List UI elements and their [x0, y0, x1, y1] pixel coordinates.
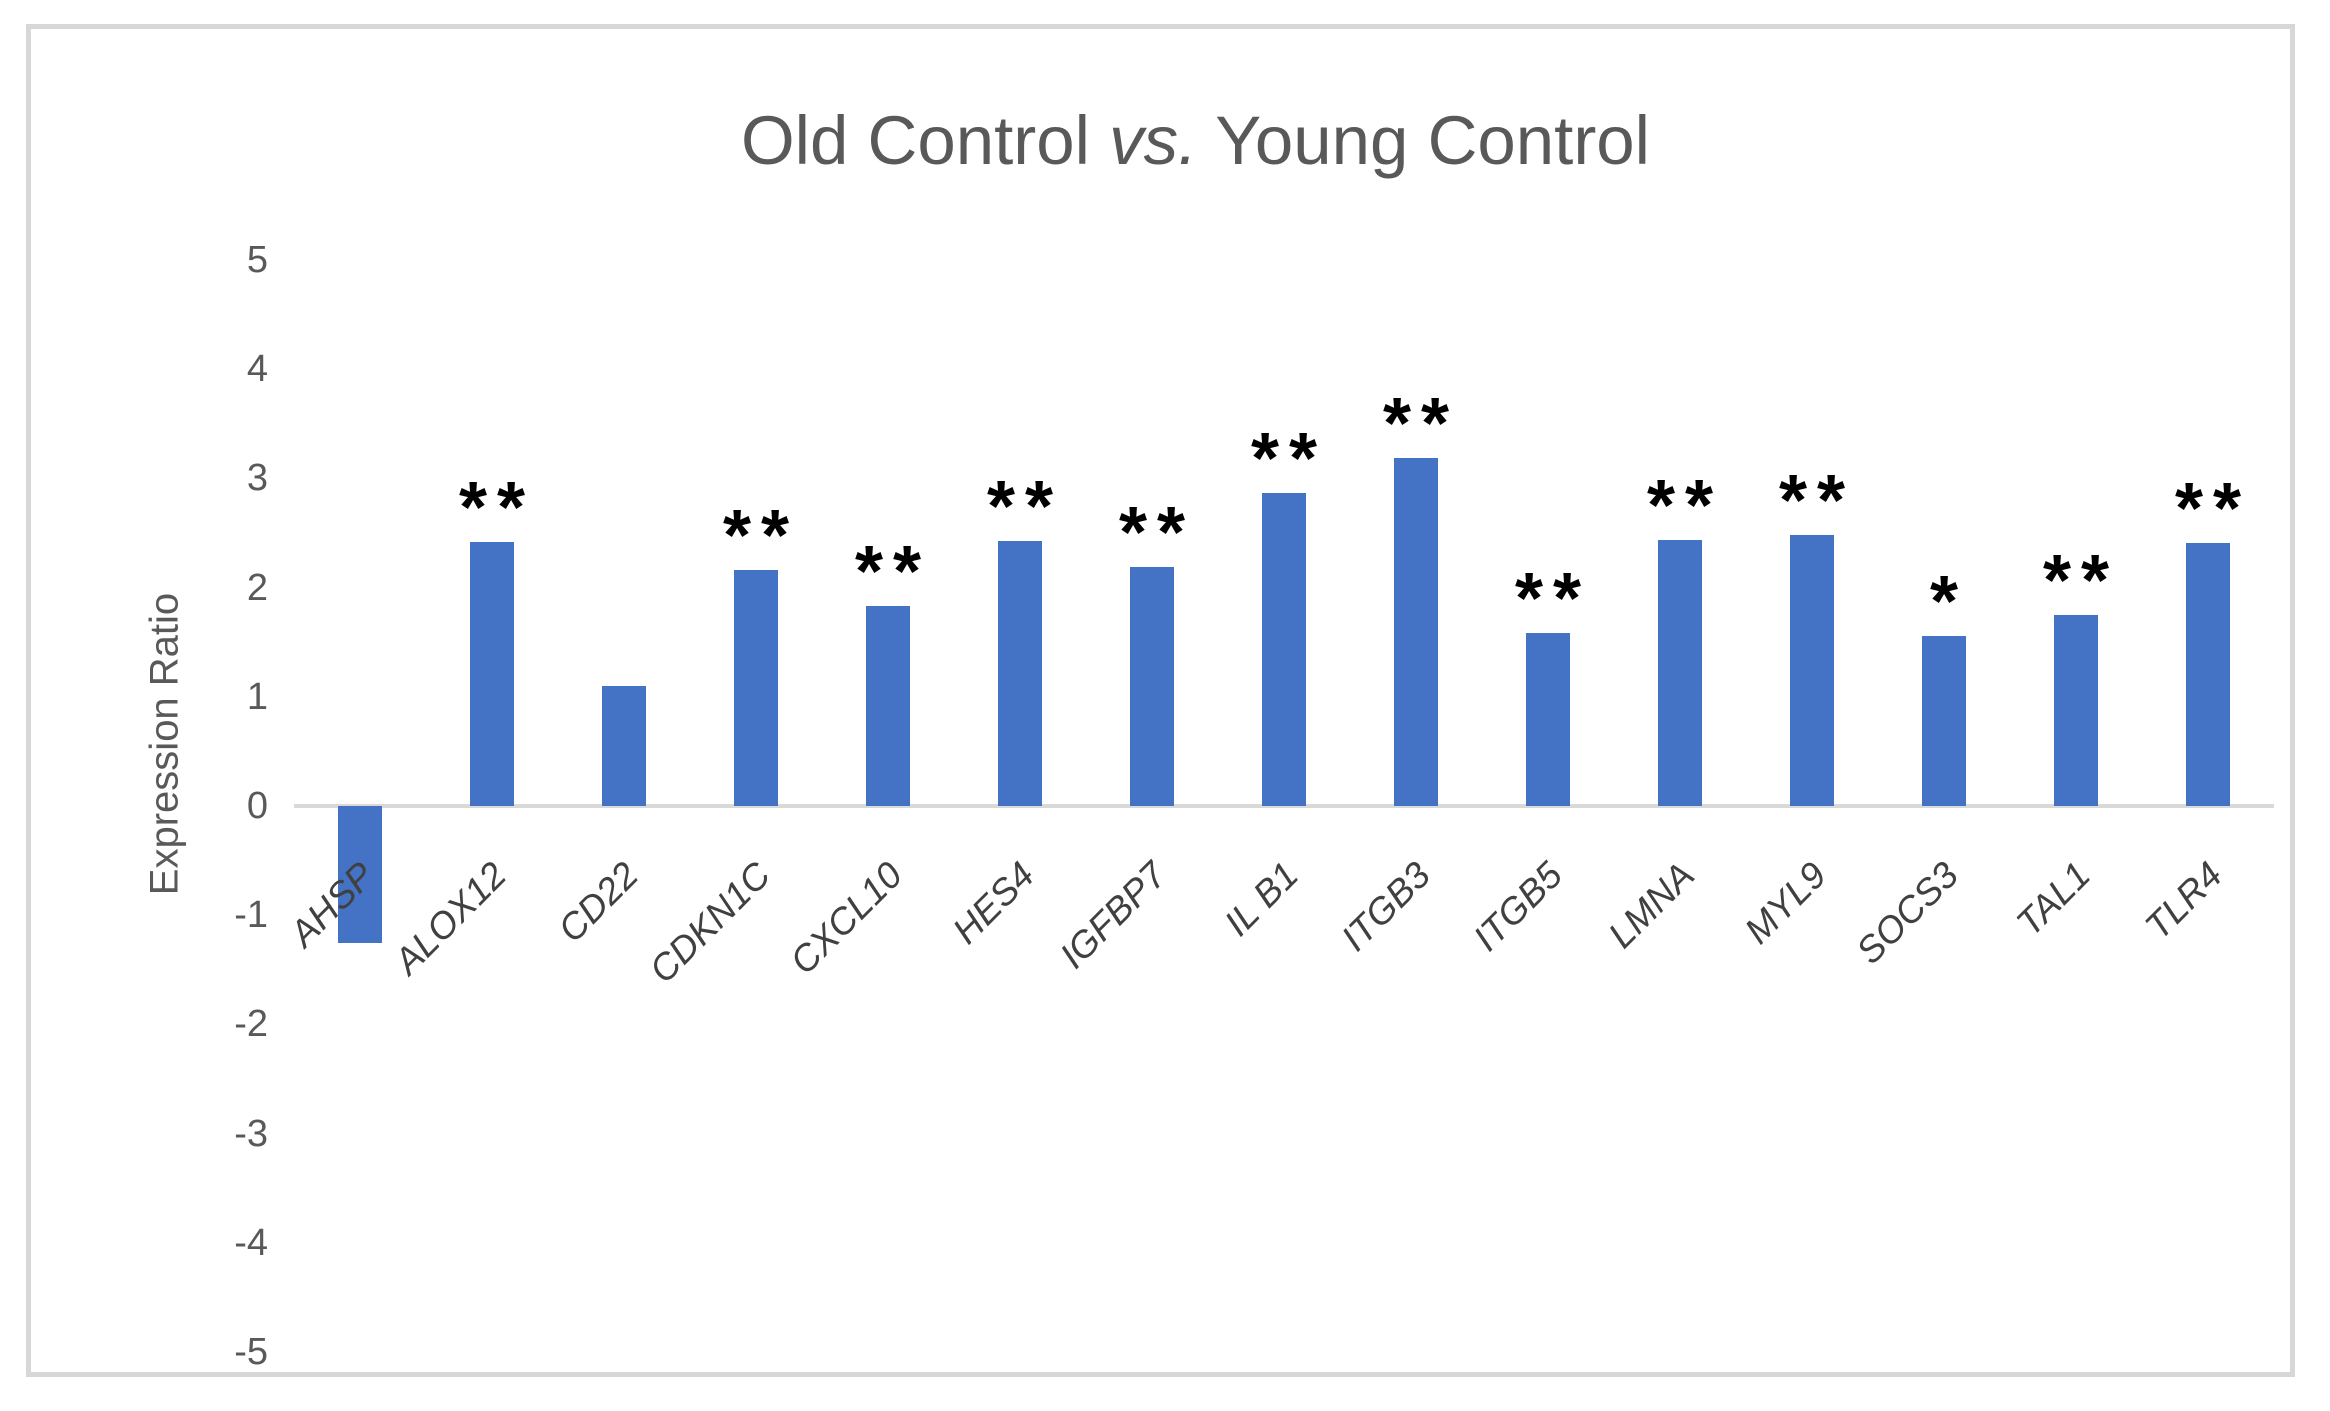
bar-ITGB5 — [1526, 633, 1570, 806]
y-tick-label: -3 — [234, 1112, 268, 1155]
significance-marker-IL B1: ** — [1250, 418, 1328, 499]
x-axis-label-CD22: CD22 — [550, 854, 647, 951]
bar-MYL9 — [1790, 535, 1834, 806]
y-tick-label: 1 — [246, 675, 268, 718]
bar-CD22 — [602, 685, 646, 806]
x-axis-label-IGFBP7: IGFBP7 — [1052, 854, 1175, 977]
significance-marker-ITGB3: ** — [1382, 383, 1460, 464]
y-tick-label: 5 — [246, 239, 268, 281]
x-axis-label-IL B1: IL B1 — [1216, 854, 1307, 944]
bar-CXCL10 — [866, 606, 910, 806]
significance-marker-LMNA: ** — [1646, 465, 1724, 546]
bar-ITGB3 — [1394, 457, 1438, 806]
bar-HES4 — [998, 540, 1042, 806]
bar-CDKN1C — [734, 570, 778, 806]
bar-AHSP — [338, 806, 382, 943]
bar-IL B1 — [1262, 492, 1306, 806]
y-tick-label: -5 — [234, 1331, 268, 1373]
significance-marker-CDKN1C: ** — [722, 496, 800, 577]
significance-marker-SOCS3: * — [1929, 561, 1969, 642]
chart-title: Old Control vs. Young Control — [31, 103, 2290, 179]
plot-area: 5 4 3 2 1 0 -1 -2 -3 -4 -5 AHSP ** ALOX12 CD22 ** CDKN1C… — [31, 29, 2330, 1411]
bar-TLR4 — [2186, 542, 2230, 806]
x-axis-label-CXCL10: CXCL10 — [782, 854, 911, 983]
y-tick-label: 0 — [246, 785, 268, 827]
x-axis-label-TLR4: TLR4 — [2137, 854, 2231, 948]
bar-SOCS3 — [1922, 635, 1966, 806]
chart-frame: Old Control vs. Young Control Expression… — [26, 24, 2295, 1377]
x-axis-label-ITGB5: ITGB5 — [1465, 854, 1571, 959]
significance-marker-IGFBP7: ** — [1118, 492, 1196, 573]
y-tick-label: -2 — [234, 1003, 268, 1046]
x-axis-label-CDKN1C: CDKN1C — [641, 854, 779, 991]
bar-ALOX12 — [470, 541, 514, 806]
significance-marker-ALOX12: ** — [458, 467, 536, 548]
y-tick-label: 2 — [246, 566, 268, 609]
bar-LMNA — [1658, 539, 1702, 806]
significance-marker-ITGB5: ** — [1514, 559, 1592, 640]
x-axis-label-AHSP: AHSP — [281, 854, 383, 955]
x-axis-label-ITGB3: ITGB3 — [1333, 854, 1439, 959]
x-axis-label-SOCS3: SOCS3 — [1848, 854, 1967, 972]
x-axis-label-TAL1: TAL1 — [2008, 854, 2099, 944]
x-axis-line — [294, 804, 2274, 808]
x-axis-label-LMNA: LMNA — [1600, 854, 1703, 956]
chart-title-pre: Old Control — [740, 102, 1110, 179]
significance-marker-TAL1: ** — [2042, 540, 2120, 621]
significance-marker-CXCL10: ** — [854, 532, 932, 613]
bar-IGFBP7 — [1130, 566, 1174, 806]
chart-title-post: Young Control — [1197, 102, 1651, 179]
y-tick-label: -4 — [234, 1221, 268, 1264]
x-axis-label-HES4: HES4 — [944, 854, 1043, 952]
x-axis-label-MYL9: MYL9 — [1736, 854, 1835, 952]
x-axis-label-ALOX12: ALOX12 — [386, 854, 515, 983]
y-tick-label: -1 — [234, 894, 268, 937]
chart-title-italic: vs. — [1109, 102, 1198, 179]
significance-marker-TLR4: ** — [2174, 468, 2252, 549]
bar-TAL1 — [2054, 614, 2098, 806]
y-tick-label: 3 — [246, 457, 268, 500]
significance-marker-MYL9: ** — [1778, 461, 1856, 542]
significance-marker-HES4: ** — [986, 466, 1064, 547]
y-tick-label: 4 — [246, 348, 268, 391]
